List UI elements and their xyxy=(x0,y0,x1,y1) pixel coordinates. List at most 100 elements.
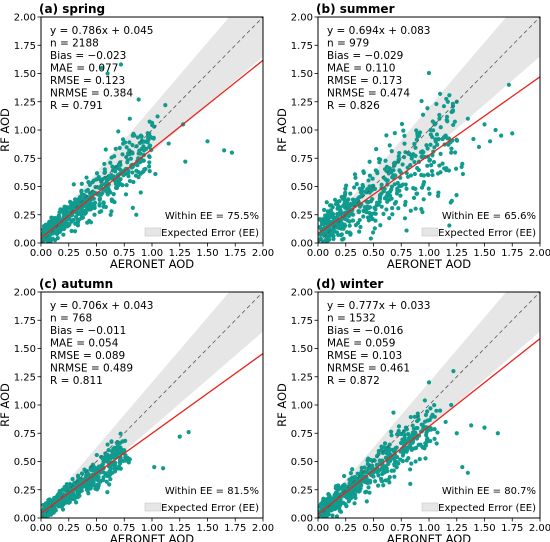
data-point xyxy=(396,431,401,436)
data-point xyxy=(118,431,123,436)
data-point xyxy=(499,133,504,138)
data-point xyxy=(413,206,418,211)
data-point xyxy=(449,402,454,408)
data-point xyxy=(404,458,409,463)
data-point xyxy=(61,497,66,502)
data-point xyxy=(62,222,67,227)
data-point xyxy=(53,227,59,232)
data-point xyxy=(127,148,132,153)
data-point xyxy=(344,230,350,235)
data-point xyxy=(151,135,156,140)
x-tick-label: 1.25 xyxy=(169,523,191,534)
data-point xyxy=(387,193,393,198)
data-point xyxy=(430,153,435,158)
data-point xyxy=(326,212,331,217)
data-point xyxy=(69,228,74,234)
data-point xyxy=(321,207,327,213)
data-point xyxy=(338,205,343,210)
data-point xyxy=(460,171,466,177)
data-point xyxy=(45,235,50,240)
data-point xyxy=(108,477,113,482)
data-point xyxy=(334,230,340,235)
data-point xyxy=(449,150,454,155)
stat-line: RMSE = 0.173 xyxy=(327,75,402,87)
y-tick-label: 0.00 xyxy=(291,514,313,525)
data-point xyxy=(144,146,149,151)
data-point xyxy=(320,239,325,243)
data-point xyxy=(75,220,81,225)
data-point xyxy=(329,507,334,512)
data-point xyxy=(95,482,100,487)
data-point xyxy=(449,146,454,151)
data-point xyxy=(376,483,381,488)
data-point xyxy=(109,439,114,445)
data-point xyxy=(67,485,72,490)
data-point xyxy=(435,171,441,176)
data-point xyxy=(449,198,454,203)
regression-line xyxy=(41,353,263,514)
data-point xyxy=(326,234,331,240)
x-tick-label: 1.00 xyxy=(141,248,163,259)
data-point xyxy=(333,484,339,489)
data-point xyxy=(397,150,402,156)
data-point xyxy=(43,222,48,227)
data-point xyxy=(331,236,336,242)
data-point xyxy=(152,124,157,129)
data-point xyxy=(434,441,439,446)
data-point xyxy=(79,471,85,476)
data-point xyxy=(342,203,347,208)
data-point xyxy=(177,434,182,439)
data-point xyxy=(345,484,350,489)
data-point xyxy=(117,145,122,151)
data-point xyxy=(385,199,390,204)
data-point xyxy=(365,458,370,463)
stat-line: MAE = 0.054 xyxy=(50,338,119,350)
data-point xyxy=(346,197,351,202)
y-tick-label: 1.00 xyxy=(14,401,36,412)
y-tick-label: 0.00 xyxy=(291,239,313,250)
one-to-one-line xyxy=(318,17,540,243)
within-ee-label: Within EE = 80.7% xyxy=(442,486,536,497)
data-point xyxy=(333,201,339,207)
data-point xyxy=(122,448,127,453)
data-point xyxy=(450,101,456,106)
data-point xyxy=(82,467,87,472)
within-ee-label: Within EE = 75.5% xyxy=(165,211,259,222)
x-tick-label: 1.75 xyxy=(501,523,523,534)
data-point xyxy=(424,439,430,444)
y-tick-label: 1.25 xyxy=(14,372,36,383)
data-point xyxy=(155,114,160,119)
data-point xyxy=(116,162,121,167)
data-point xyxy=(141,144,146,149)
y-tick-label: 0.00 xyxy=(14,514,36,525)
stat-line: MAE = 0.059 xyxy=(327,338,395,350)
data-point xyxy=(436,137,441,142)
data-point xyxy=(229,150,235,155)
data-point xyxy=(392,201,398,206)
data-point xyxy=(401,441,406,446)
data-point xyxy=(435,193,441,199)
data-point xyxy=(104,479,109,484)
data-point xyxy=(423,412,429,418)
data-point xyxy=(147,169,152,174)
data-point xyxy=(59,504,64,509)
data-point xyxy=(409,461,414,466)
x-tick-label: 0.25 xyxy=(335,248,357,259)
x-tick-label: 1.25 xyxy=(446,523,468,534)
x-tick-label: 0.50 xyxy=(362,248,384,259)
data-point xyxy=(420,209,425,215)
data-point xyxy=(432,436,437,441)
data-point xyxy=(400,437,405,442)
scatter-panel-4: 0.00 0.25 0.50 0.75 1.00 1.25 1.50 1.75 2.00 0.00… xyxy=(275,277,550,542)
data-point xyxy=(379,204,384,209)
x-tick-label: 0.00 xyxy=(30,248,52,259)
x-tick-label: 0.00 xyxy=(30,523,52,534)
data-point xyxy=(96,466,101,471)
data-point xyxy=(392,463,397,468)
data-point xyxy=(445,99,450,104)
y-axis-label: RF AOD xyxy=(275,108,289,152)
x-tick-label: 0.75 xyxy=(390,248,412,259)
data-point xyxy=(396,424,402,429)
data-point xyxy=(368,236,373,241)
data-point xyxy=(379,478,384,483)
